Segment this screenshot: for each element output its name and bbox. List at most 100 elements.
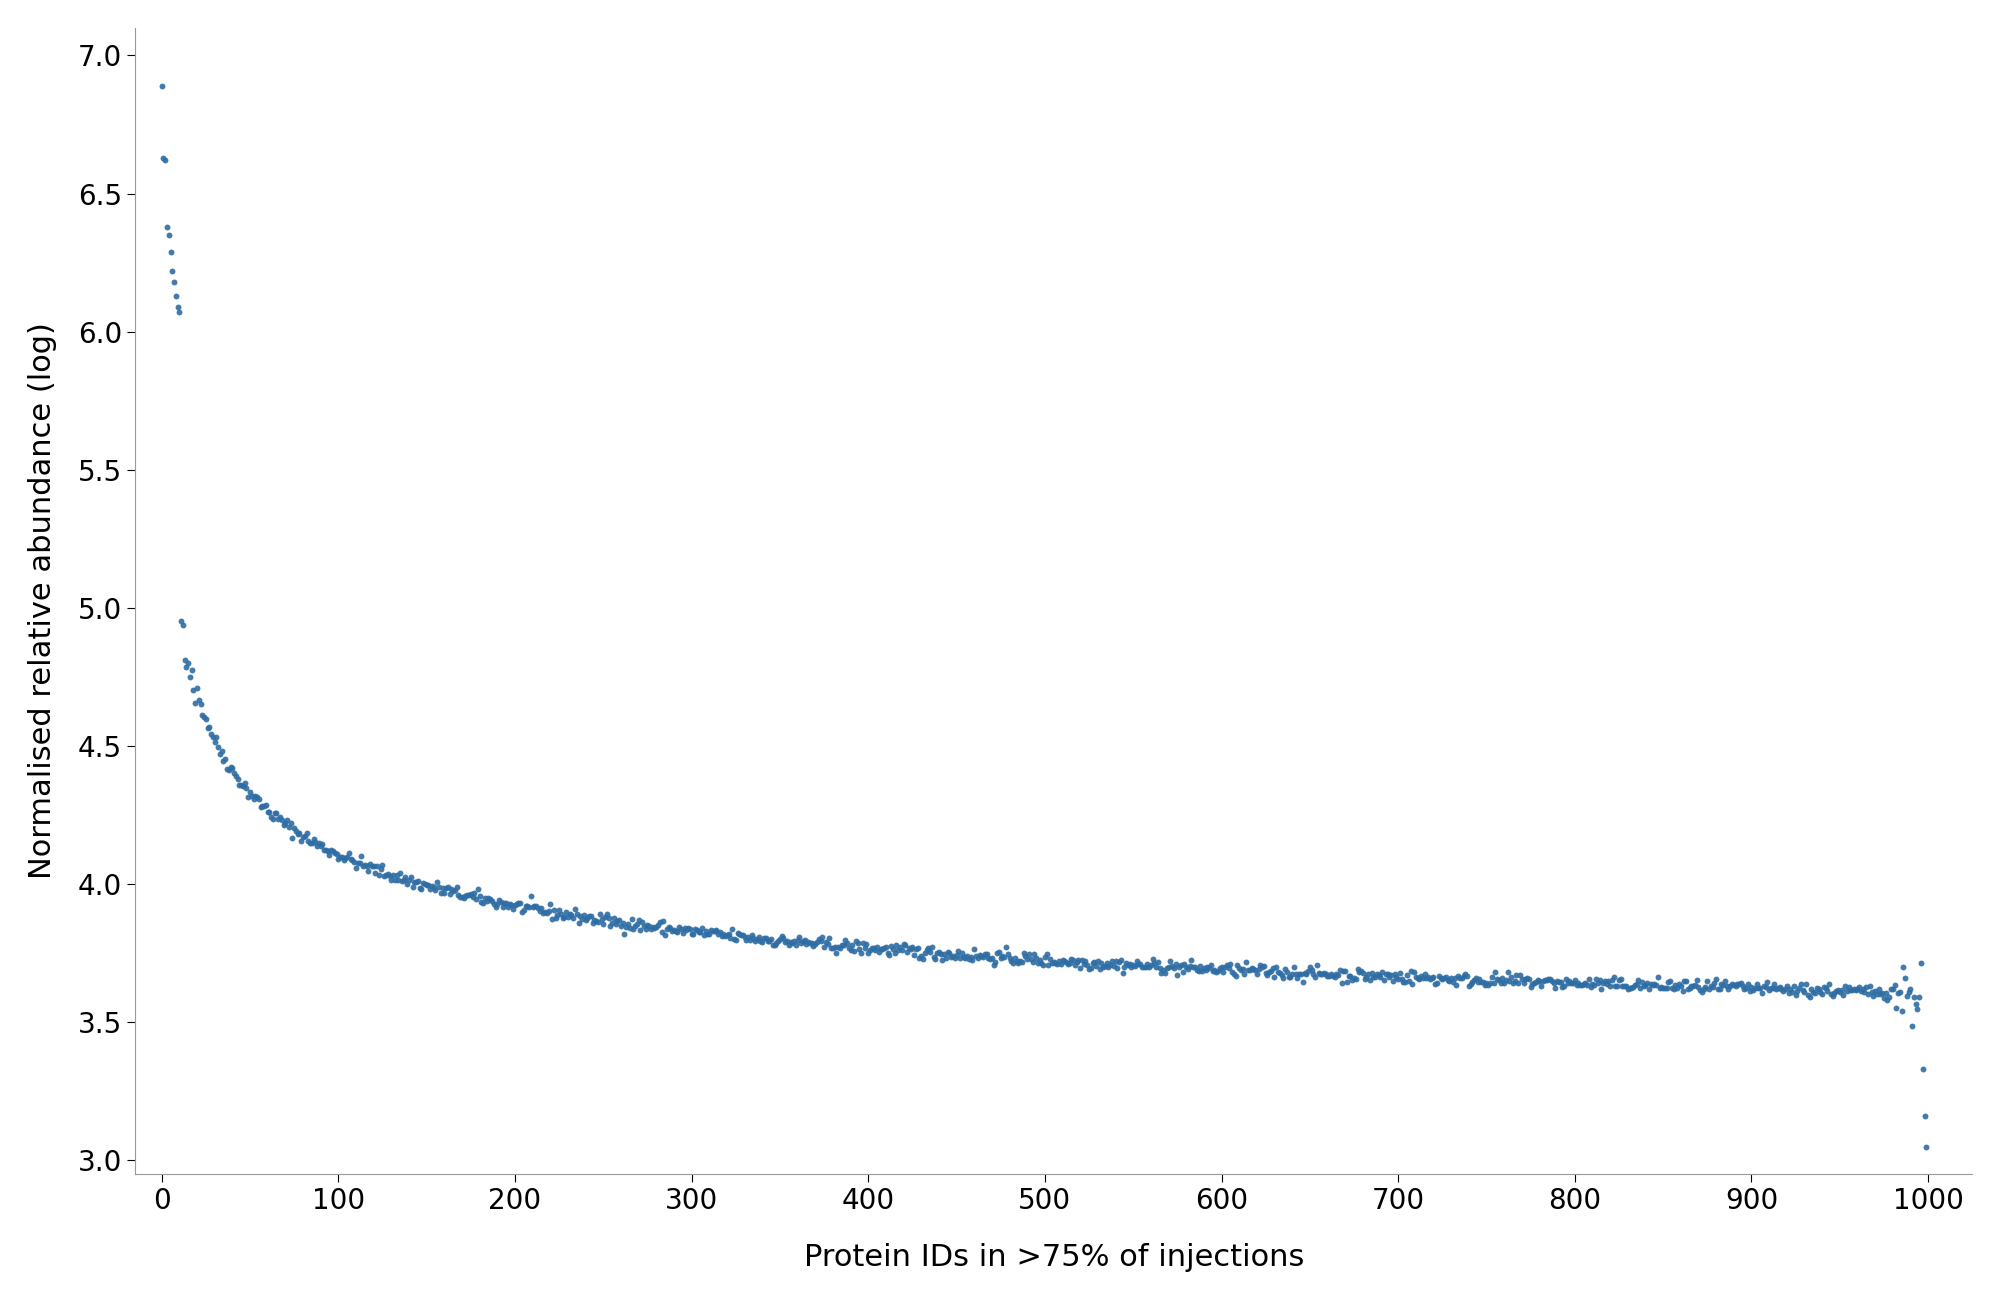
Point: [1602, 975, 1634, 996]
Point: [1576, 974, 1608, 995]
Point: [1008, 942, 1040, 963]
Point: [1000, 950, 1032, 971]
Point: [376, 870, 408, 891]
Point: [694, 924, 726, 945]
Point: [1700, 968, 1732, 989]
Point: [1100, 950, 1132, 971]
Point: [630, 919, 662, 940]
Point: [1086, 953, 1118, 974]
Point: [1234, 959, 1266, 980]
Point: [1064, 957, 1096, 978]
Point: [468, 892, 500, 913]
Point: [944, 948, 976, 968]
Point: [1858, 985, 1890, 1006]
Point: [1636, 975, 1668, 996]
Point: [1284, 963, 1316, 984]
Point: [1380, 967, 1412, 988]
Point: [1128, 957, 1160, 978]
Point: [1498, 971, 1530, 992]
Point: [1532, 968, 1564, 989]
Point: [1618, 975, 1650, 996]
Point: [168, 650, 200, 671]
Point: [560, 898, 592, 919]
Point: [1432, 970, 1464, 991]
Point: [1418, 967, 1450, 988]
Point: [1352, 963, 1384, 984]
Point: [898, 944, 930, 965]
Point: [1196, 961, 1228, 982]
Point: [1694, 979, 1726, 1000]
Point: [1254, 962, 1286, 983]
Point: [1714, 975, 1746, 996]
Point: [634, 918, 666, 939]
Point: [1320, 963, 1352, 984]
Point: [256, 809, 288, 829]
Point: [1434, 971, 1466, 992]
Point: [1076, 952, 1108, 972]
Point: [1148, 962, 1180, 983]
Point: [1350, 967, 1382, 988]
Point: [852, 942, 884, 963]
Point: [558, 907, 590, 928]
Point: [1116, 957, 1148, 978]
Point: [770, 931, 802, 952]
Point: [1164, 956, 1196, 976]
Point: [1180, 959, 1212, 980]
Point: [178, 680, 210, 701]
Point: [354, 853, 386, 874]
Point: [1162, 965, 1194, 985]
Point: [1772, 983, 1804, 1004]
Point: [1494, 971, 1526, 992]
Point: [1192, 957, 1224, 978]
Point: [1224, 958, 1256, 979]
Point: [1148, 959, 1180, 980]
Point: [1460, 967, 1492, 988]
Point: [352, 861, 384, 881]
Point: [654, 918, 686, 939]
Point: [148, 147, 180, 168]
Point: [1590, 974, 1622, 995]
Point: [1638, 974, 1670, 995]
Point: [1316, 966, 1348, 987]
Point: [1036, 952, 1068, 972]
Point: [998, 953, 1030, 974]
Point: [982, 941, 1014, 962]
Point: [194, 716, 226, 737]
Point: [880, 935, 912, 956]
Point: [1406, 967, 1438, 988]
Point: [1268, 967, 1300, 988]
Point: [1792, 984, 1824, 1005]
Point: [1130, 957, 1162, 978]
Point: [1158, 957, 1190, 978]
Point: [728, 927, 760, 948]
Point: [638, 918, 670, 939]
Point: [698, 920, 730, 941]
Point: [930, 948, 962, 968]
Point: [1838, 979, 1870, 1000]
Point: [922, 942, 954, 963]
Point: [1038, 952, 1070, 972]
Point: [1104, 952, 1136, 972]
Point: [432, 878, 464, 898]
Point: [1174, 956, 1206, 976]
Point: [836, 935, 868, 956]
Point: [840, 931, 872, 952]
Point: [1678, 975, 1710, 996]
Point: [1136, 949, 1168, 970]
Point: [990, 937, 1022, 958]
Point: [1260, 957, 1292, 978]
Point: [1864, 984, 1896, 1005]
Point: [846, 933, 878, 954]
Point: [894, 939, 926, 959]
Point: [1426, 968, 1458, 989]
Point: [1862, 979, 1894, 1000]
Point: [1472, 974, 1504, 995]
Point: [980, 952, 1012, 972]
Point: [632, 914, 664, 935]
Point: [1536, 970, 1568, 991]
Point: [652, 916, 684, 937]
Point: [458, 883, 490, 903]
Point: [1448, 966, 1480, 987]
Point: [1504, 965, 1536, 985]
Point: [924, 942, 956, 963]
